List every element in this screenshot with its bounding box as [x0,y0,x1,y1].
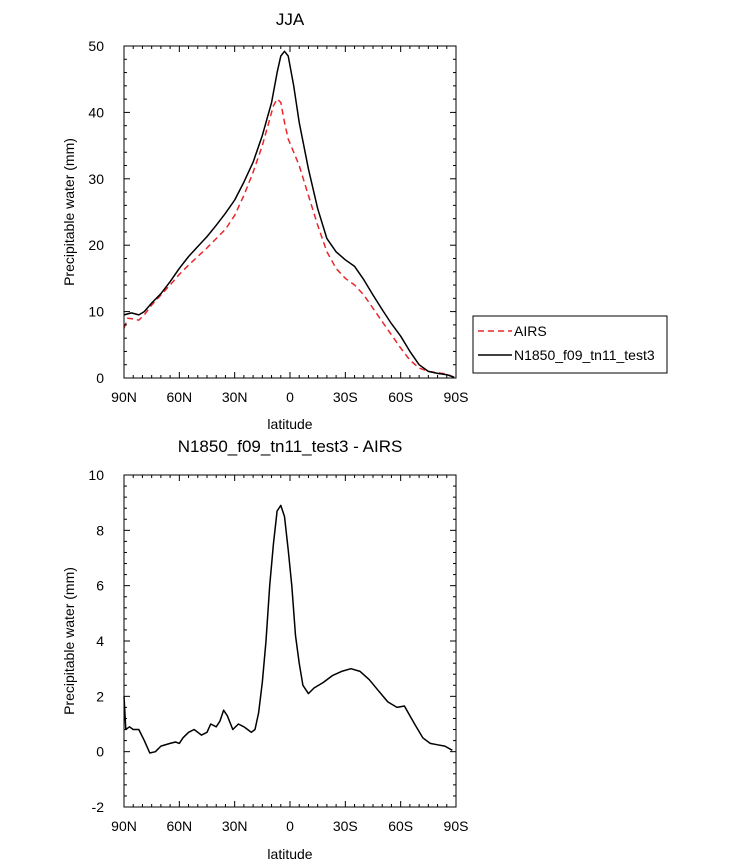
y-tick-label: -2 [92,799,105,815]
x-tick-label: 60S [388,818,413,834]
plot-frame [123,45,457,379]
x-tick-label: 60S [388,389,413,405]
legend: AIRS N1850_f09_tn11_test3 [472,315,668,374]
difference-chart: N1850_f09_tn11_test3 - AIRS 90N 60N 30N 0 30… [61,437,468,862]
y-tick-label: 2 [96,688,104,704]
y-tick-label: 40 [88,104,104,120]
x-tick-label: 30S [333,389,358,405]
legend-label-model: N1850_f09_tn11_test3 [514,347,655,363]
x-tick-label: 60N [166,389,192,405]
y-tick-label: 4 [96,633,104,649]
chart-title: N1850_f09_tn11_test3 - AIRS [178,437,403,456]
x-tick-label: 90N [111,389,137,405]
y-tick-label: 30 [88,171,104,187]
y-tick-label: 0 [96,370,104,386]
jja-chart: JJA 90N 60N 30N 0 30S 60S 90S 0 10 20 30 40 50 latit… [61,10,468,432]
y-tick-label: 10 [88,467,104,483]
x-tick-label: 30S [333,818,358,834]
y-tick-label: 20 [88,237,104,253]
series-line-airs [123,98,455,378]
plot-frame [123,474,457,808]
x-tick-label: 0 [286,818,294,834]
y-tick-label: 0 [96,744,104,760]
series-line-n1850-f09-tn11-test3 [123,50,455,379]
x-tick-label: 0 [286,389,294,405]
x-tick-label: 90S [444,818,469,834]
x-tick-label: 60N [166,818,192,834]
x-tick-label: 90N [111,818,137,834]
y-tick-label: 50 [88,38,104,54]
x-axis-label: latitude [267,416,312,432]
y-axis-label: Precipitable water (mm) [61,567,77,715]
legend-box [472,315,668,374]
x-tick-label: 90S [444,389,469,405]
x-tick-label: 30N [222,389,248,405]
x-axis-label: latitude [267,846,312,862]
y-axis-label: Precipitable water (mm) [61,138,77,286]
y-tick-label: 10 [88,304,104,320]
y-tick-label: 6 [96,578,104,594]
x-tick-label: 30N [222,818,248,834]
y-tick-label: 8 [96,522,104,538]
chart-title: JJA [276,10,305,29]
series-line-n1850-f09-tn11-test3-airs [123,504,453,754]
legend-label-airs: AIRS [514,323,547,339]
